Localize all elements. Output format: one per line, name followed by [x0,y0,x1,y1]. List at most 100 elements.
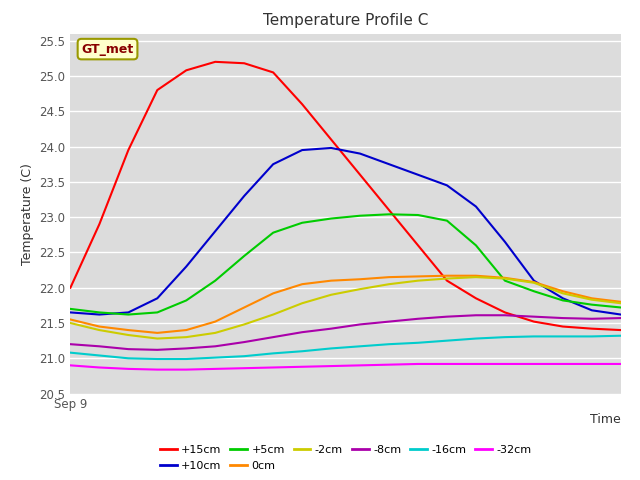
+5cm [501,278,509,284]
+10cm [385,161,393,167]
-16cm [154,356,161,362]
+5cm [414,212,422,218]
+5cm [241,253,248,259]
+15cm [67,285,74,290]
-8cm [154,347,161,353]
-2cm [356,286,364,292]
+15cm [501,310,509,315]
+10cm [414,172,422,178]
+5cm [472,242,480,248]
-8cm [414,316,422,322]
0cm [501,275,509,281]
+15cm [211,59,219,65]
+10cm [241,193,248,199]
-2cm [559,290,566,296]
+5cm [443,218,451,224]
Text: GT_met: GT_met [81,43,134,56]
+10cm [182,264,190,269]
+5cm [327,216,335,221]
+10cm [154,295,161,301]
0cm [298,281,306,287]
+5cm [182,298,190,303]
-32cm [182,367,190,372]
+5cm [385,211,393,217]
+10cm [559,295,566,301]
+5cm [125,312,132,317]
Line: -32cm: -32cm [70,364,621,370]
+10cm [617,312,625,317]
+10cm [501,239,509,245]
+15cm [298,101,306,107]
+15cm [154,87,161,93]
+5cm [559,298,566,303]
-32cm [241,365,248,371]
-32cm [588,361,596,367]
-2cm [211,330,219,336]
-16cm [501,334,509,340]
+10cm [67,310,74,315]
-8cm [182,346,190,351]
+10cm [269,161,277,167]
-2cm [530,280,538,286]
-2cm [125,332,132,338]
+15cm [125,147,132,153]
0cm [617,299,625,305]
-32cm [356,362,364,368]
-16cm [443,338,451,344]
-8cm [530,314,538,320]
-2cm [154,336,161,341]
+15cm [443,278,451,284]
+10cm [95,312,103,317]
-16cm [472,336,480,341]
Line: -8cm: -8cm [70,315,621,350]
-16cm [211,355,219,360]
0cm [327,278,335,284]
Line: -16cm: -16cm [70,336,621,359]
-8cm [385,319,393,324]
-2cm [443,276,451,281]
-32cm [559,361,566,367]
-8cm [67,341,74,347]
-32cm [298,364,306,370]
-8cm [327,326,335,332]
Line: 0cm: 0cm [70,276,621,333]
-8cm [269,334,277,340]
0cm [356,276,364,282]
0cm [385,274,393,280]
0cm [154,330,161,336]
Line: +10cm: +10cm [70,148,621,314]
-16cm [95,353,103,359]
0cm [269,290,277,296]
-8cm [472,312,480,318]
+15cm [241,60,248,66]
+10cm [327,145,335,151]
-8cm [559,315,566,321]
-8cm [617,315,625,321]
-32cm [154,367,161,372]
-8cm [298,329,306,335]
-16cm [356,343,364,349]
0cm [588,295,596,301]
Line: +5cm: +5cm [70,214,621,314]
0cm [530,279,538,285]
+5cm [95,310,103,315]
+15cm [327,137,335,143]
+5cm [356,213,364,218]
Line: -2cm: -2cm [70,277,621,338]
-32cm [414,361,422,367]
+15cm [530,319,538,324]
+5cm [588,302,596,308]
Text: Time: Time [590,413,621,426]
-2cm [472,274,480,280]
-16cm [298,348,306,354]
0cm [472,273,480,278]
-8cm [241,339,248,345]
-2cm [327,292,335,298]
-8cm [443,314,451,320]
-2cm [588,297,596,302]
-32cm [125,366,132,372]
-2cm [298,300,306,306]
-2cm [67,320,74,326]
-16cm [414,340,422,346]
Line: +15cm: +15cm [70,62,621,330]
